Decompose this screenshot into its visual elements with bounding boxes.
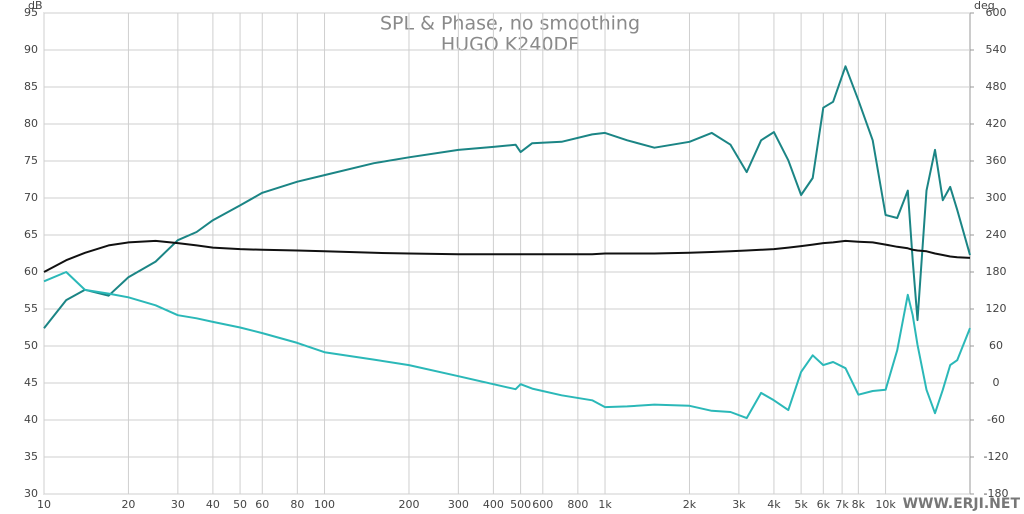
x-tick-label: 10k [875, 498, 896, 511]
y-tick-label: 55 [24, 302, 38, 315]
y-tick-label: 80 [24, 117, 38, 130]
y-tick-label: 30 [24, 487, 38, 500]
y2-unit: deg [974, 0, 995, 12]
x-tick-label: 7k [835, 498, 849, 511]
y-tick-label: 95 [24, 6, 38, 19]
y2-tick-label: 240 [986, 228, 1007, 241]
x-tick-label: 600 [532, 498, 553, 511]
y2-tick-label: -180 [984, 487, 1009, 500]
x-tick-label: 200 [398, 498, 419, 511]
y2-tick-label: 420 [986, 117, 1007, 130]
y2-tick-label: -60 [987, 413, 1005, 426]
x-tick-label: 40 [206, 498, 220, 511]
y2-tick-label: 180 [986, 265, 1007, 278]
x-tick-label: 100 [314, 498, 335, 511]
y2-tick-label: 60 [989, 339, 1003, 352]
x-tick-label: 60 [255, 498, 269, 511]
y-tick-label: 40 [24, 413, 38, 426]
series-line [43, 239, 971, 273]
x-tick-label: 1k [598, 498, 612, 511]
y2-tick-label: 300 [986, 191, 1007, 204]
y-tick-label: 75 [24, 154, 38, 167]
y-unit: dB [28, 0, 43, 12]
y-tick-label: 65 [24, 228, 38, 241]
x-tick-label: 50 [233, 498, 247, 511]
x-tick-label: 20 [121, 498, 135, 511]
x-tick-label: 30 [171, 498, 185, 511]
y2-tick-label: 480 [986, 80, 1007, 93]
y2-tick-label: 540 [986, 43, 1007, 56]
y-tick-label: 85 [24, 80, 38, 93]
y2-tick-label: -120 [984, 450, 1009, 463]
y2-tick-label: 600 [986, 6, 1007, 19]
x-tick-label: 400 [483, 498, 504, 511]
x-tick-label: 800 [567, 498, 588, 511]
y2-tick-label: 360 [986, 154, 1007, 167]
chart-title: SPL & Phase, no smoothing [380, 13, 640, 35]
x-tick-label: 10 [37, 498, 51, 511]
x-tick-label: 500 [510, 498, 531, 511]
x-tick-label: 3k [732, 498, 746, 511]
watermark: WWW.ERJI.NET [903, 496, 1021, 512]
y-tick-label: 35 [24, 450, 38, 463]
series-line [43, 271, 971, 420]
y-tick-label: 45 [24, 376, 38, 389]
y-tick-label: 50 [24, 339, 38, 352]
y2-tick-label: 120 [986, 302, 1007, 315]
y-tick-label: 60 [24, 265, 38, 278]
y-tick-label: 90 [24, 43, 38, 56]
y2-tick-label: 0 [993, 376, 1000, 389]
x-tick-label: 6k [817, 498, 831, 511]
x-tick-label: 300 [448, 498, 469, 511]
chart-subtitle: HUGO K240DF [441, 34, 579, 56]
x-tick-label: 5k [794, 498, 808, 511]
x-tick-label: 80 [290, 498, 304, 511]
x-tick-label: 8k [852, 498, 866, 511]
x-tick-label: 4k [767, 498, 781, 511]
x-tick-label: 2k [683, 498, 697, 511]
y-tick-label: 70 [24, 191, 38, 204]
series-line [43, 65, 971, 329]
